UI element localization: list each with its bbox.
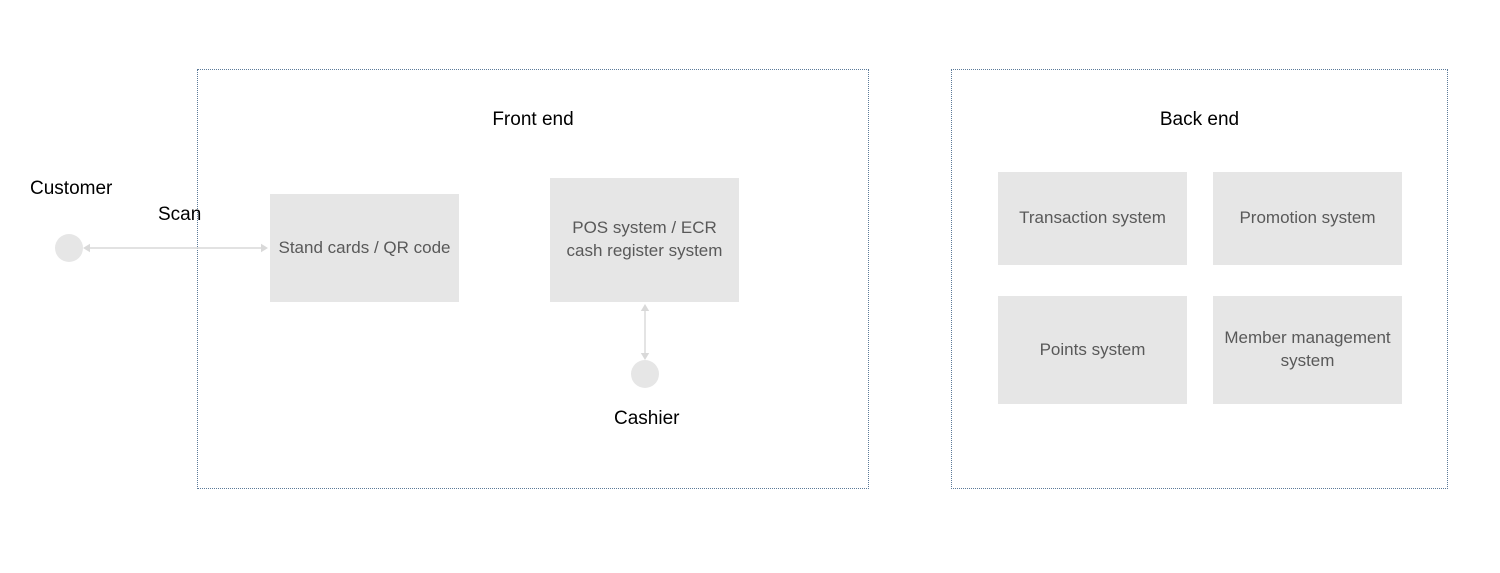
pos-system-box: POS system / ECR cash register system xyxy=(550,178,739,302)
cashier-label: Cashier xyxy=(614,408,679,430)
back-end-panel xyxy=(951,69,1448,489)
front-end-title: Front end xyxy=(433,109,633,131)
back-end-title: Back end xyxy=(1100,109,1300,131)
cashier-connector xyxy=(635,304,655,360)
points-system-box: Points system xyxy=(998,296,1187,404)
customer-dot xyxy=(55,234,83,262)
transaction-system-box: Transaction system xyxy=(998,172,1187,265)
customer-label: Customer xyxy=(30,178,112,200)
scan-arrow-group xyxy=(83,244,268,252)
cashier-dot xyxy=(631,360,659,388)
promotion-system-box: Promotion system xyxy=(1213,172,1402,265)
scan-label: Scan xyxy=(158,204,201,226)
scan-connector xyxy=(83,238,268,258)
stand-cards-box: Stand cards / QR code xyxy=(270,194,459,302)
member-management-box: Member management system xyxy=(1213,296,1402,404)
cashier-arrow-group xyxy=(641,304,649,360)
